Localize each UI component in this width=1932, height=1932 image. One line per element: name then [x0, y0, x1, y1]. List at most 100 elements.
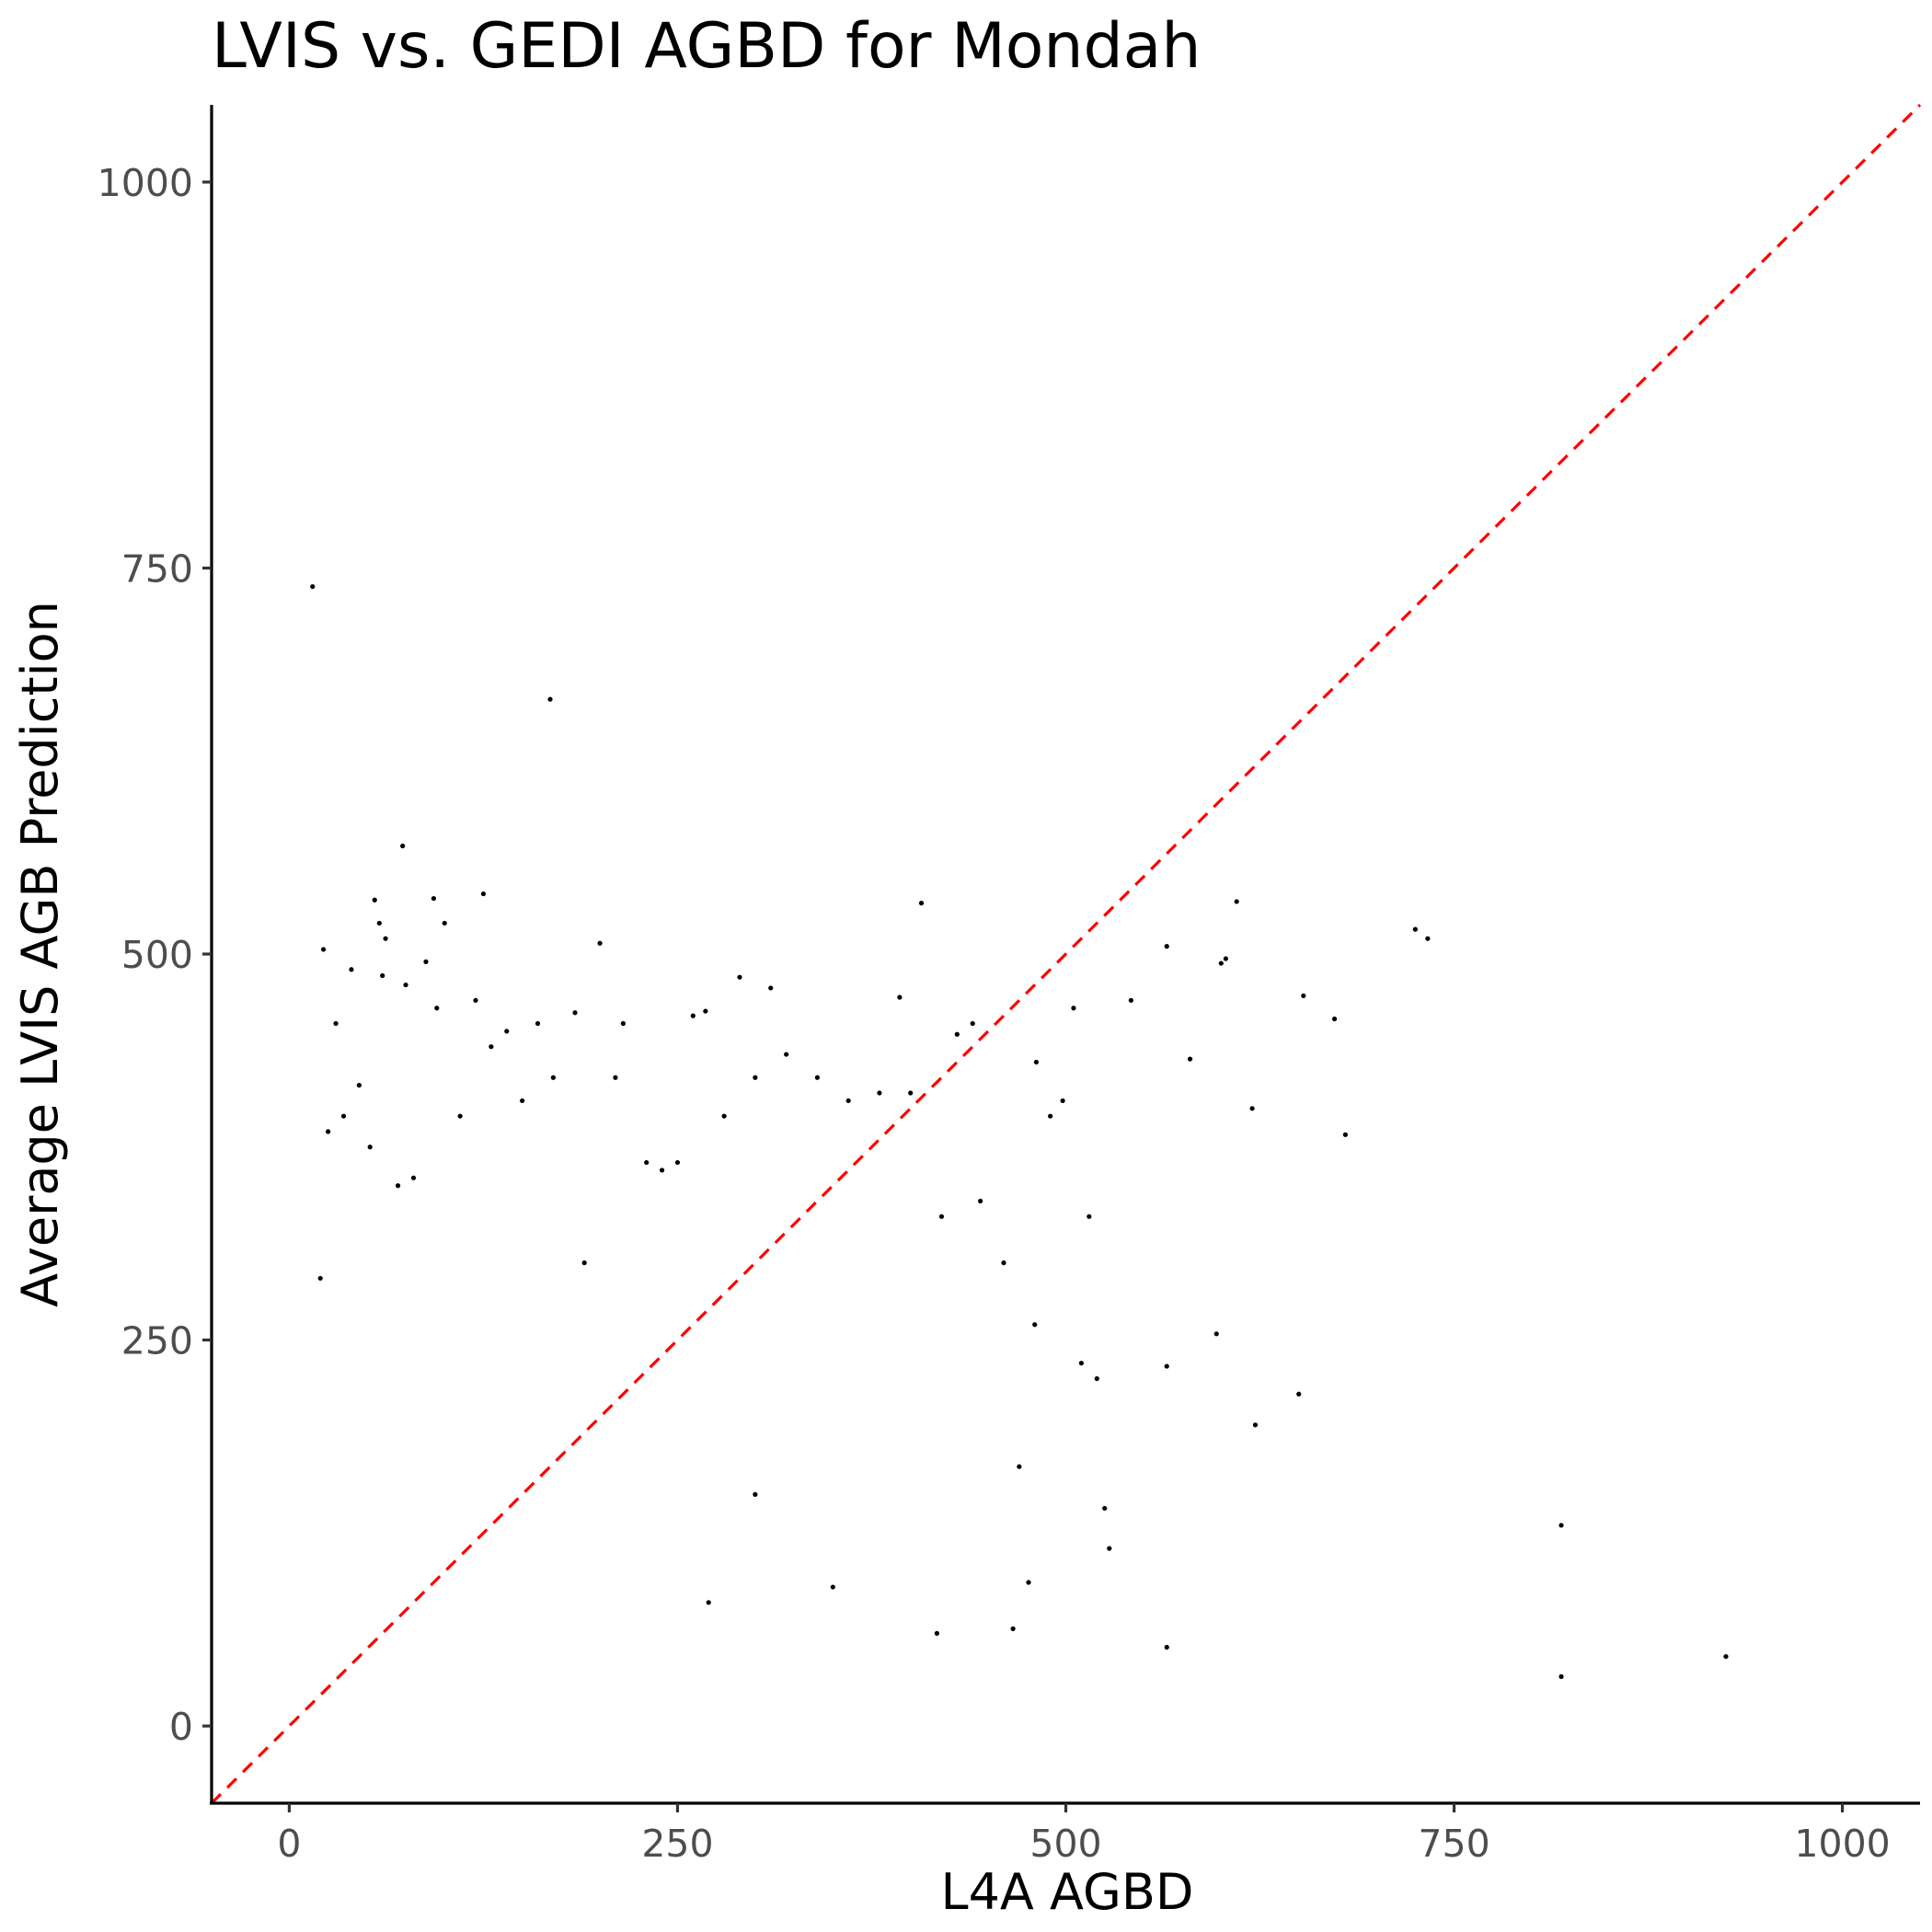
data-point — [1102, 1505, 1108, 1512]
data-point — [659, 1167, 665, 1173]
data-point — [830, 1584, 835, 1590]
x-tick-label: 1000 — [1794, 1822, 1890, 1866]
data-point — [938, 1213, 945, 1219]
data-point — [1558, 1523, 1564, 1528]
y-tick-label: 500 — [121, 933, 193, 977]
data-point — [644, 1159, 650, 1166]
data-point — [1213, 1331, 1219, 1337]
reference-line — [210, 103, 1922, 1805]
data-point — [934, 1630, 939, 1636]
data-point — [753, 1075, 758, 1080]
data-point — [1164, 1644, 1169, 1650]
data-point — [814, 1075, 820, 1080]
data-point — [1425, 936, 1431, 941]
data-point — [1412, 926, 1418, 932]
data-point — [372, 897, 377, 903]
data-point — [442, 920, 447, 926]
data-point — [1223, 956, 1228, 961]
data-point — [367, 1144, 373, 1150]
data-point — [380, 972, 385, 979]
data-point — [1331, 1016, 1338, 1022]
data-point — [504, 1029, 510, 1034]
x-tick-label: 500 — [1029, 1822, 1101, 1866]
data-point — [1558, 1673, 1564, 1679]
data-point — [908, 1090, 914, 1096]
data-point — [620, 1020, 626, 1027]
data-point — [410, 1175, 417, 1180]
data-point — [310, 583, 316, 590]
data-point — [1001, 1260, 1006, 1266]
data-point — [918, 901, 925, 906]
data-point — [613, 1075, 618, 1080]
data-point — [1010, 1626, 1016, 1631]
y-tick-label: 250 — [121, 1319, 193, 1363]
data-point — [1017, 1464, 1022, 1469]
data-point — [1234, 899, 1239, 904]
y-axis-ticks: 0 250 500 750 1000 — [98, 161, 212, 1749]
data-point — [333, 1020, 339, 1027]
data-point — [431, 895, 437, 902]
data-point — [520, 1098, 525, 1104]
data-point — [326, 1129, 331, 1134]
data-point — [395, 1183, 401, 1189]
data-point — [457, 1113, 463, 1119]
data-point — [1249, 1106, 1255, 1111]
data-point — [572, 1010, 578, 1016]
data-point — [845, 1098, 851, 1104]
data-point — [376, 920, 382, 926]
data-point — [340, 1113, 347, 1119]
data-point — [1723, 1653, 1729, 1660]
data-point — [1218, 960, 1224, 966]
data-point — [1048, 1113, 1053, 1119]
data-point — [349, 967, 354, 972]
data-point — [737, 974, 742, 980]
y-tick-label: 1000 — [98, 161, 193, 205]
data-points — [310, 583, 1729, 1679]
data-point — [535, 1020, 541, 1027]
data-point — [978, 1198, 983, 1204]
data-point — [1187, 1056, 1193, 1062]
data-point — [400, 843, 406, 849]
x-tick-label: 750 — [1418, 1822, 1489, 1866]
data-point — [1128, 997, 1134, 1003]
data-point — [1087, 1213, 1092, 1219]
data-point — [434, 1006, 440, 1011]
data-point — [970, 1020, 975, 1027]
data-point — [1060, 1098, 1065, 1104]
data-point — [1252, 1422, 1259, 1428]
data-point — [877, 1090, 882, 1096]
data-point — [1078, 1361, 1084, 1366]
data-point — [1301, 993, 1306, 998]
data-point — [721, 1113, 727, 1119]
data-point — [581, 1260, 587, 1266]
data-point — [897, 995, 903, 1000]
x-axis-ticks: 0 250 500 750 1000 — [277, 1803, 1891, 1866]
data-point — [1164, 944, 1169, 949]
data-point — [383, 936, 388, 941]
data-point — [480, 891, 487, 897]
data-point — [954, 1031, 960, 1037]
y-axis-title: Average LVIS AGB Prediction — [11, 601, 69, 1307]
data-point — [473, 997, 478, 1003]
data-point — [550, 1075, 557, 1080]
x-axis-title: L4A AGBD — [940, 1863, 1193, 1921]
x-tick-label: 250 — [641, 1822, 713, 1866]
data-point — [403, 982, 408, 988]
data-point — [706, 1600, 711, 1605]
data-point — [703, 1008, 708, 1014]
data-point — [690, 1013, 696, 1018]
data-point — [1296, 1391, 1302, 1397]
data-point — [674, 1159, 681, 1166]
data-point — [753, 1491, 758, 1497]
data-point — [768, 985, 774, 991]
data-point — [1071, 1006, 1076, 1011]
data-point — [1033, 1059, 1040, 1065]
data-point — [597, 940, 603, 946]
data-point — [547, 696, 553, 702]
data-point — [320, 947, 327, 952]
data-point — [1164, 1363, 1169, 1369]
data-point — [356, 1083, 362, 1088]
y-tick-label: 0 — [169, 1705, 193, 1749]
chart-title: LVIS vs. GEDI AGBD for Mondah — [212, 10, 1201, 83]
